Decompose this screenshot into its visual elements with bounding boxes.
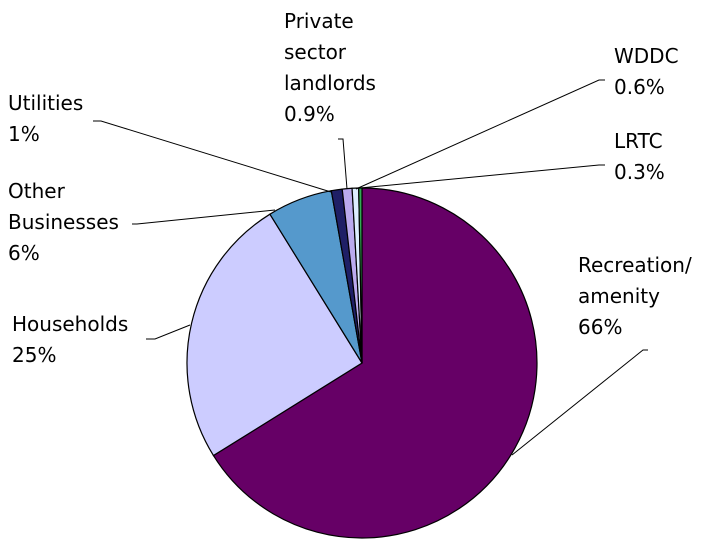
slice-label-recreation-amenity: Recreation/amenity 66% bbox=[578, 253, 692, 339]
pie-slices bbox=[186, 187, 538, 539]
slice-label-utilities: Utilities 1% bbox=[8, 91, 83, 146]
slice-label-wddc: WDDC 0.6% bbox=[614, 44, 679, 99]
leader-line-recreation-amenity bbox=[511, 349, 648, 456]
pie-slice-recreation-amenity bbox=[212, 187, 538, 539]
leader-line-wddc bbox=[355, 79, 605, 190]
leader-line-utilities bbox=[93, 120, 332, 193]
slice-label-households: Households 25% bbox=[12, 312, 128, 367]
slice-label-private-sector-landlords: Private sector landlords 0.9% bbox=[284, 9, 376, 126]
leader-line-lrtc bbox=[359, 164, 605, 189]
pie-slice-households bbox=[186, 213, 363, 457]
leader-lines bbox=[93, 79, 648, 456]
slice-labels: Recreation/amenity 66% Households 25% Other B… bbox=[8, 9, 692, 367]
slice-label-lrtc: LRTC 0.3% bbox=[614, 129, 665, 184]
slice-label-other-businesses: Other Businesses 6% bbox=[8, 179, 119, 265]
leader-line-households bbox=[146, 324, 191, 340]
leader-line-private-sector-landlords bbox=[338, 138, 348, 190]
leader-line-other-businesses bbox=[132, 209, 276, 225]
